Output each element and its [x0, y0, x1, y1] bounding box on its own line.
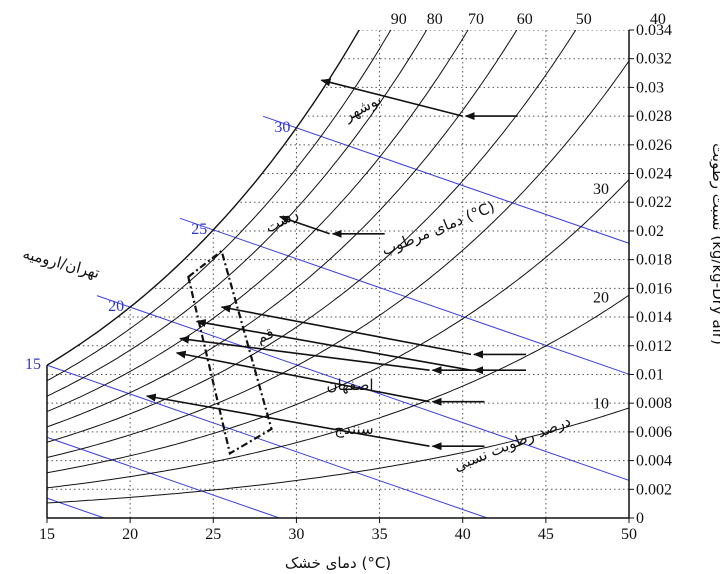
rh-curve-50 — [47, 30, 577, 443]
wet-bulb-line-10 — [47, 436, 280, 518]
rh-label-top: 70 — [468, 11, 484, 28]
rh-title: درصد رطوبت نسبی — [451, 412, 573, 475]
rh-curve-20 — [47, 294, 629, 489]
city-arrows — [145, 78, 526, 451]
wet-bulb-label: 20 — [108, 298, 124, 315]
wet-bulb-line-30 — [263, 115, 629, 244]
x-tick-label: 15 — [39, 526, 55, 543]
y-tick-label: 0.014 — [636, 309, 672, 326]
rh-curve-100 — [47, 30, 360, 366]
city-process-line — [145, 393, 430, 447]
city-process-line — [179, 335, 430, 371]
city-arrow — [278, 215, 385, 238]
rh-label-top: 80 — [427, 11, 443, 28]
y-tick-label: 0.024 — [636, 166, 672, 183]
rh-label-top: 90 — [391, 11, 407, 28]
wet-bulb-line-15 — [47, 364, 488, 518]
wet-bulb-label: 25 — [191, 221, 207, 238]
y-tick-label: 0.02 — [636, 223, 664, 240]
x-tick-label: 40 — [455, 526, 471, 543]
comfort-zone-outline — [187, 249, 273, 456]
axes — [46, 29, 634, 523]
wet-bulb-line-5 — [47, 497, 105, 518]
wet-bulb-label: 15 — [25, 356, 41, 373]
x-tick-label: 50 — [621, 526, 637, 543]
city-process-line — [320, 78, 463, 117]
relative-humidity-curves — [47, 30, 629, 504]
city-arrow — [220, 304, 526, 359]
y-tick-label: 0.002 — [636, 481, 672, 498]
city-arrow — [179, 335, 485, 375]
labels: 15 20 25 30 35 40 45 5000.0020.0040.0060.0080.0… — [21, 11, 672, 543]
city-process-line — [175, 350, 430, 403]
y-tick-label: 0.028 — [636, 108, 672, 125]
x-tick-label: 45 — [538, 526, 554, 543]
y-tick-label: 0.03 — [636, 79, 664, 96]
x-tick-label: 25 — [205, 526, 221, 543]
y-tick-label: 0.01 — [636, 366, 664, 383]
y-tick-label: 0.012 — [636, 338, 672, 355]
city-process-line — [195, 319, 472, 371]
city-arrow — [320, 78, 518, 121]
y-tick-label: 0 — [636, 510, 644, 527]
y-tick-label: 0.004 — [636, 453, 672, 470]
y-tick-label: 0.016 — [636, 280, 672, 297]
wet-bulb-label: 30 — [274, 119, 290, 136]
x-tick-label: 35 — [372, 526, 388, 543]
city-process-line — [278, 215, 330, 235]
x-axis-title: دمای خشک (°C) — [285, 554, 391, 572]
rh-label-right: 30 — [593, 181, 609, 198]
rh-curve-40 — [47, 60, 629, 458]
x-tick-label: 30 — [288, 526, 304, 543]
rh-label-top: 60 — [517, 11, 533, 28]
y-tick-label: 0.026 — [636, 137, 672, 154]
city-arrow — [145, 393, 485, 451]
rh-curve-80 — [47, 30, 428, 397]
rh-curve-60 — [47, 30, 518, 428]
rh-curve-10 — [47, 407, 629, 504]
rh-label-top: 50 — [576, 11, 592, 28]
y-tick-label: 0.018 — [636, 252, 672, 269]
rh-curve-70 — [47, 30, 469, 413]
y-tick-label: 0.032 — [636, 51, 672, 68]
y-axis-title: نسبت رطوبت (kg/kg-Dry air) — [709, 143, 720, 345]
y-tick-label: 0.006 — [636, 424, 672, 441]
city-label: قم — [254, 324, 277, 347]
x-tick-label: 20 — [122, 526, 138, 543]
grid — [47, 30, 629, 518]
city-label: اصفهان — [327, 376, 374, 394]
city-process-line — [220, 304, 472, 356]
wet-bulb-line-20 — [96, 295, 629, 481]
city-label: سنندج — [334, 420, 373, 439]
city-label: بوشهر — [340, 90, 384, 125]
rh-curve-90 — [47, 30, 392, 382]
y-tick-label: 0.034 — [636, 22, 672, 39]
city-label: تهران/ارومیه — [21, 244, 102, 282]
rh-curve-30 — [47, 179, 629, 474]
rh-label-right: 20 — [593, 289, 609, 306]
y-tick-label: 0.022 — [636, 194, 672, 211]
wet-bulb-line-25 — [179, 217, 629, 375]
y-tick-label: 0.008 — [636, 395, 672, 412]
city-arrow — [175, 350, 485, 406]
comfort-zone — [187, 249, 273, 456]
rh-label-top: 40 — [650, 11, 666, 28]
rh-label-right: 10 — [593, 395, 609, 412]
wet-bulb-lines — [47, 115, 629, 518]
